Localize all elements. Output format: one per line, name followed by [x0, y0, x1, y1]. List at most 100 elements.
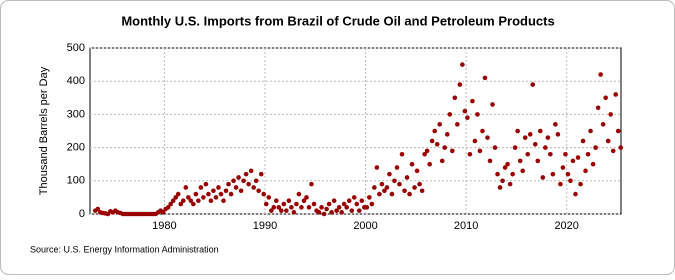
data-point: [231, 178, 236, 184]
data-point: [279, 208, 284, 213]
data-point: [603, 95, 608, 101]
data-point: [613, 92, 619, 97]
data-point: [409, 161, 415, 167]
data-point: [573, 191, 578, 197]
data-point: [532, 141, 538, 147]
data-point: [351, 195, 357, 200]
data-point: [460, 62, 465, 67]
source-note: Source: U.S. Energy Information Administ…: [30, 244, 219, 254]
data-point: [274, 198, 279, 204]
data-point: [452, 95, 458, 101]
data-point: [369, 201, 375, 207]
data-point: [201, 195, 206, 200]
y-axis-label: Thousand Barrels per Day: [38, 66, 50, 195]
data-point: [399, 151, 405, 157]
data-point: [356, 208, 362, 213]
data-point: [427, 161, 432, 167]
data-point: [160, 210, 166, 215]
data-point: [457, 82, 463, 87]
data-point: [316, 210, 322, 215]
data-point: [186, 195, 191, 200]
data-point: [276, 205, 282, 210]
y-tick-label: 400: [67, 75, 85, 87]
data-point: [530, 82, 536, 87]
data-point: [309, 181, 314, 187]
data-point: [555, 132, 561, 137]
data-point: [495, 171, 500, 177]
data-point: [442, 145, 448, 150]
data-point: [211, 188, 216, 194]
data-point: [434, 141, 440, 147]
data-point: [248, 168, 254, 174]
data-point: [341, 201, 347, 207]
data-point: [475, 112, 480, 117]
data-point: [258, 171, 264, 177]
data-point: [550, 171, 556, 177]
data-point: [203, 181, 209, 187]
data-point: [515, 128, 520, 134]
data-point: [618, 145, 624, 150]
data-point: [553, 122, 558, 127]
data-point: [173, 195, 179, 200]
data-point: [364, 205, 370, 210]
data-point: [261, 191, 267, 197]
y-tick-label: 300: [67, 108, 85, 120]
data-point: [570, 158, 576, 164]
data-point: [402, 188, 407, 194]
data-point: [608, 112, 613, 117]
data-point: [580, 138, 586, 144]
data-point: [306, 205, 312, 210]
data-point: [492, 145, 498, 150]
data-point: [432, 128, 437, 134]
data-point: [198, 185, 204, 190]
data-point: [304, 195, 309, 200]
data-point: [480, 128, 485, 134]
data-point: [216, 185, 221, 190]
data-point: [600, 122, 606, 127]
data-point: [392, 178, 397, 184]
data-point: [294, 201, 299, 207]
data-point: [512, 145, 518, 150]
data-point: [382, 188, 387, 194]
data-point: [394, 165, 400, 170]
data-point: [175, 191, 181, 197]
data-point: [595, 105, 601, 111]
data-point: [208, 198, 214, 204]
data-point: [336, 205, 342, 210]
data-point: [462, 108, 468, 114]
data-point: [505, 161, 510, 167]
data-point: [417, 181, 422, 187]
data-point: [525, 151, 531, 157]
data-point: [502, 165, 508, 170]
data-point: [238, 188, 244, 194]
data-point: [284, 208, 289, 213]
data-point: [289, 205, 294, 210]
data-point: [517, 158, 523, 164]
data-point: [568, 178, 573, 184]
data-point: [490, 102, 495, 107]
data-point: [299, 205, 304, 210]
data-point: [422, 151, 427, 157]
data-point: [311, 201, 317, 207]
data-point: [296, 191, 302, 197]
data-point: [349, 208, 355, 213]
data-point: [455, 122, 460, 127]
data-point: [397, 181, 402, 187]
data-point: [344, 205, 350, 210]
data-point: [326, 201, 332, 207]
data-point: [558, 181, 563, 187]
data-point: [583, 168, 588, 174]
data-point: [414, 168, 420, 174]
data-point: [329, 210, 334, 215]
chart-title: Monthly U.S. Imports from Brazil of Crud…: [121, 13, 554, 28]
data-point: [472, 138, 478, 144]
data-point: [233, 185, 239, 190]
data-point: [367, 195, 372, 200]
data-point: [251, 185, 256, 190]
data-point: [379, 181, 385, 187]
data-point: [263, 201, 269, 207]
data-point: [374, 165, 380, 170]
data-point: [188, 198, 194, 204]
data-point: [487, 158, 493, 164]
